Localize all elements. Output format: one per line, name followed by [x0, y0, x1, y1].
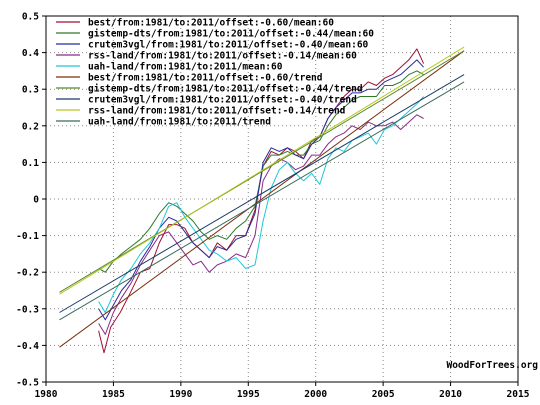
series-line-6 — [59, 50, 465, 348]
legend-label: best/from:1981/to:2011/offset:-0.60/tren… — [88, 73, 323, 84]
series-layer — [59, 46, 465, 354]
legend-label: crutem3vgl/from:1981/to:2011/offset:-0.4… — [88, 40, 369, 51]
series-line-3 — [98, 59, 424, 321]
legend-label: best/from:1981/to:2011/offset:-0.60/mean… — [88, 18, 334, 29]
x-tick-label: 1995 — [237, 389, 260, 400]
legend-label: uah-land/from:1981/to:2011/mean:60 — [88, 62, 283, 73]
y-tick-label: 0 — [33, 195, 39, 206]
series-line-10 — [59, 81, 465, 321]
x-tick-label: 1985 — [102, 389, 125, 400]
legend-label: rss-land/from:1981/to:2011/offset:-0.14/… — [88, 106, 346, 117]
x-tick-label: 2010 — [439, 389, 462, 400]
x-tick-label: 2015 — [507, 389, 530, 400]
x-tick-label: 2005 — [372, 389, 395, 400]
tick-labels: 1980 1985 1990 1995 2000 2005 2010 2015 -0.5 -0.4… — [16, 12, 530, 401]
legend: best/from:1981/to:2011/offset:-0.60/mean… — [56, 18, 374, 128]
legend-label: rss-land/from:1981/to:2011/offset:-0.14/… — [88, 51, 357, 62]
x-tick-label: 2000 — [304, 389, 327, 400]
series-line-8 — [59, 74, 465, 313]
y-tick-label: -0.2 — [16, 268, 39, 279]
grid — [46, 16, 518, 382]
series-line-7 — [59, 50, 465, 293]
y-tick-label: -0.5 — [16, 378, 39, 389]
series-line-9 — [59, 46, 465, 295]
y-tick-label: -0.4 — [16, 341, 39, 352]
legend-label: crutem3vgl/from:1981/to:2011/offset:-0.4… — [88, 95, 357, 106]
y-tick-label: -0.3 — [16, 304, 39, 315]
y-tick-label: 0.2 — [22, 121, 39, 132]
legend-label: gistemp-dts/from:1981/to:2011/offset:-0.… — [88, 84, 363, 95]
series-line-2 — [98, 70, 424, 273]
credit-label: WoodForTrees.org — [446, 360, 538, 371]
y-tick-label: 0.4 — [22, 48, 39, 59]
y-tick-label: 0.5 — [22, 12, 39, 23]
y-tick-label: -0.1 — [16, 231, 39, 242]
legend-label: uah-land/from:1981/to:2011/trend — [88, 117, 271, 128]
y-tick-label: 0.1 — [22, 158, 39, 169]
x-tick-label: 1980 — [35, 389, 58, 400]
series-line-1 — [98, 48, 425, 354]
y-tick-label: 0.3 — [22, 85, 39, 96]
series-line-4 — [98, 114, 424, 335]
x-tick-label: 1990 — [169, 389, 192, 400]
legend-label: gistemp-dts/from:1981/to:2011/offset:-0.… — [88, 29, 374, 40]
